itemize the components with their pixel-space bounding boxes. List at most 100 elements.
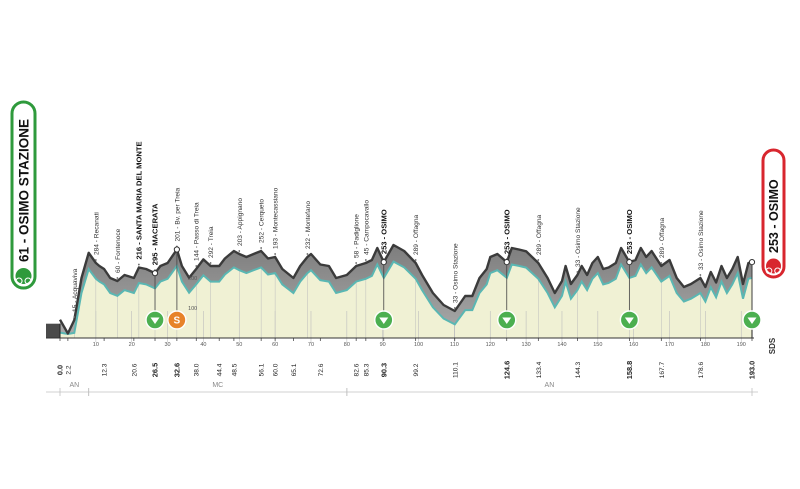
place-dot bbox=[453, 307, 456, 309]
place-dot bbox=[274, 253, 277, 255]
marker-point bbox=[503, 259, 510, 266]
km-distance-label: 99.2 bbox=[413, 363, 420, 376]
start-badge-text: 61 - OSIMO STAZIONE bbox=[17, 119, 32, 262]
bike-wheels-icon bbox=[15, 277, 32, 285]
km-distance-label: 38.0 bbox=[194, 363, 201, 376]
km-tick-label: 60 bbox=[272, 342, 278, 348]
place-dot bbox=[94, 259, 97, 261]
land-area bbox=[60, 261, 752, 338]
place-label: 216 - SANTA MARIA DEL MONTE bbox=[134, 141, 143, 259]
province-code: AN bbox=[545, 382, 555, 389]
start-badge-pill bbox=[10, 100, 37, 290]
km-tick-label: 20 bbox=[129, 342, 135, 348]
km-distance-label: 20.6 bbox=[131, 363, 138, 376]
place-label: 33 - Osimo Stazione bbox=[575, 207, 582, 267]
start-altitude: 61 bbox=[17, 246, 32, 262]
place-label: 289 - Offagna bbox=[659, 217, 666, 258]
sprint-marker bbox=[167, 310, 187, 330]
km-tick-label: 10 bbox=[93, 342, 99, 348]
km-distance-label: 144.3 bbox=[575, 361, 582, 378]
marker-point bbox=[173, 246, 180, 253]
place-label: 253 - OSIMO bbox=[625, 209, 634, 254]
province-code: MC bbox=[212, 382, 223, 389]
place-label: 289 - Offagna bbox=[413, 214, 420, 255]
km-distance-label: 2.2 bbox=[65, 365, 72, 374]
km-distance-label: 124.6 bbox=[502, 361, 511, 380]
km-distance-label: 48.5 bbox=[231, 363, 238, 376]
km-distance-label: 44.4 bbox=[217, 363, 224, 376]
place-dot bbox=[355, 262, 358, 264]
km-tick-label: 160 bbox=[629, 342, 638, 348]
km-tick-label: 170 bbox=[665, 342, 674, 348]
marker-point bbox=[151, 270, 159, 277]
place-label: 253 - OSIMO bbox=[502, 209, 511, 254]
place-dot bbox=[116, 277, 119, 279]
place-dot bbox=[137, 263, 140, 266]
triangle-icon bbox=[747, 317, 757, 324]
elevation-scale-label: 100 bbox=[188, 306, 197, 312]
place-dot bbox=[73, 316, 76, 318]
marker-point bbox=[380, 259, 387, 266]
km-tick-label: 110 bbox=[450, 342, 459, 348]
place-label: 201 - Bv. per Treia bbox=[174, 187, 181, 241]
river-path bbox=[59, 260, 753, 336]
km-distance-label: 65.1 bbox=[291, 363, 298, 376]
place-label: 15 - Acquaviva bbox=[72, 268, 79, 312]
province-code: AN bbox=[69, 382, 79, 389]
place-label: 232 - Montefano bbox=[305, 201, 312, 249]
brand-logo: SDS bbox=[768, 337, 777, 354]
place-labels: 15 - Acquaviva 284 - Recanati 60 - Fonteno… bbox=[72, 141, 705, 318]
place-label: 33 - Osimo Stazione bbox=[698, 210, 705, 270]
province-bar: AN MC AN bbox=[46, 382, 758, 396]
km-tick-label: 150 bbox=[593, 342, 602, 348]
km-distance-label: 60.0 bbox=[273, 363, 280, 376]
finish-badge-pill bbox=[761, 148, 786, 279]
place-label: 292 - Treia bbox=[208, 226, 215, 258]
triangle-icon bbox=[379, 317, 389, 324]
place-label: 144 - Passo di Treia bbox=[194, 202, 201, 261]
place-label: 45 - Campocavallo bbox=[363, 200, 370, 255]
place-dot bbox=[699, 274, 702, 276]
km-tick-label: 80 bbox=[344, 342, 350, 348]
place-dot bbox=[576, 271, 579, 273]
km-tick-label: 130 bbox=[522, 342, 531, 348]
place-label: 284 - Recanati bbox=[93, 212, 100, 255]
finish-badge: 253 - OSIMO bbox=[761, 148, 786, 279]
route-markers: S bbox=[145, 246, 762, 330]
place-dot bbox=[537, 259, 540, 261]
place-label: 252 - Cerqueto bbox=[259, 199, 266, 243]
finish-altitude: 253 bbox=[767, 232, 781, 253]
km-distance-label: 110.1 bbox=[452, 362, 459, 378]
triangle-icon bbox=[624, 317, 634, 324]
elevation-scale: 200 100 bbox=[188, 276, 197, 312]
start-cyclist-icon bbox=[15, 268, 32, 284]
finish-separator: - bbox=[767, 221, 781, 232]
km-distance-label: 158.8 bbox=[625, 361, 634, 380]
place-dot bbox=[660, 262, 663, 264]
triangle-icon bbox=[150, 317, 160, 324]
finish-name: OSIMO bbox=[767, 179, 781, 221]
km-distance-label: 32.6 bbox=[172, 363, 181, 377]
km-distance-label: 12.3 bbox=[102, 363, 109, 376]
marker-point bbox=[626, 259, 633, 266]
start-badge: 61 - OSIMO STAZIONE bbox=[10, 100, 37, 290]
km-distance-label: 167.7 bbox=[659, 361, 666, 378]
place-label: 253 - OSIMO bbox=[379, 209, 388, 254]
km-distance-label: 72.6 bbox=[318, 363, 325, 376]
finish-badge-text: 253 - OSIMO bbox=[767, 179, 781, 253]
km-tick-label: 120 bbox=[486, 342, 495, 348]
profile-top-line bbox=[46, 243, 754, 339]
km-distance-label: 133.4 bbox=[536, 361, 543, 378]
start-name: OSIMO STAZIONE bbox=[17, 119, 32, 235]
km-distance-label: 178.6 bbox=[698, 361, 705, 378]
km-distance-label: 56.1 bbox=[259, 363, 266, 376]
km-tick-label: 90 bbox=[380, 342, 386, 348]
triangle-icon bbox=[502, 317, 512, 324]
sprint-marker-label: S bbox=[174, 316, 181, 327]
place-dot bbox=[306, 253, 309, 255]
km-axis: 10 20 30 40 50 60 70 80 90 100 110 120 130 140 150 160 1… bbox=[56, 338, 757, 379]
finish-cyclist-icon bbox=[766, 258, 781, 274]
km-tick-label: 50 bbox=[236, 342, 242, 348]
km-tick-label: 190 bbox=[737, 342, 746, 348]
